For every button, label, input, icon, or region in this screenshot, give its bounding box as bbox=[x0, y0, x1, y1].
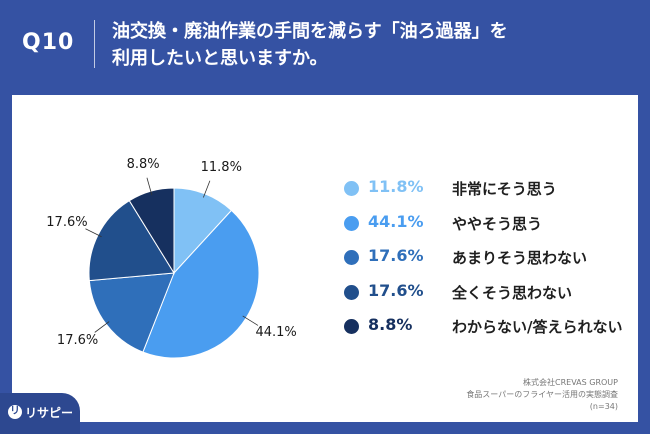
chart-card: 11.8% 44.1% 17.6% 17.6% 8.8% 11.8% 非常にそう思う 4… bbox=[12, 95, 638, 422]
source-credit: 株式会社CREVAS GROUP 食品スーパーのフライヤー活用の実態調査 (n=… bbox=[466, 377, 618, 413]
legend-percent: 17.6% bbox=[368, 280, 424, 300]
leader-line bbox=[85, 228, 102, 238]
legend-dot bbox=[344, 215, 359, 231]
legend-percent: 17.6% bbox=[368, 246, 424, 265]
legend-percent: 44.1% bbox=[368, 211, 424, 231]
leader-line bbox=[146, 177, 153, 196]
legend-label: ややそう思う bbox=[452, 214, 543, 233]
legend-item: 17.6% あまりそう思わない bbox=[344, 244, 644, 279]
leader-line bbox=[242, 315, 259, 326]
risapi-logo: リ リサピー bbox=[0, 393, 80, 434]
legend: 11.8% 非常にそう思う 44.1% ややそう思う 17.6% あまりそう思わ… bbox=[344, 175, 644, 348]
legend-item: 8.8% わからない/答えられない bbox=[344, 313, 644, 348]
legend-item: 44.1% ややそう思う bbox=[344, 210, 644, 245]
legend-dot bbox=[344, 250, 359, 265]
logo-icon: リ bbox=[8, 405, 22, 419]
pie-chart bbox=[85, 177, 260, 359]
legend-percent: 11.8% bbox=[368, 177, 424, 196]
legend-item: 11.8% 非常にそう思う bbox=[344, 175, 644, 210]
header: Q10 油交換・廃油作業の手間を減らす「油ろ過器」を 利用したいと思いますか。 bbox=[0, 0, 650, 84]
logo-text: リサピー bbox=[25, 406, 74, 420]
slice-percent-label: 44.1% bbox=[255, 325, 297, 341]
question-number: Q10 bbox=[22, 30, 75, 55]
legend-dot bbox=[344, 181, 359, 196]
question-text: 油交換・廃油作業の手間を減らす「油ろ過器」を 利用したいと思いますか。 bbox=[112, 18, 632, 72]
leader-line bbox=[202, 180, 211, 198]
leader-line bbox=[94, 321, 110, 333]
legend-item: 17.6% 全くそう思わない bbox=[344, 279, 644, 314]
credit-survey: 食品スーパーのフライヤー活用の実態調査 bbox=[466, 390, 618, 399]
question-line-2: 利用したいと思いますか。 bbox=[112, 48, 328, 69]
legend-label: あまりそう思わない bbox=[452, 249, 588, 267]
header-divider bbox=[94, 20, 95, 68]
legend-dot bbox=[344, 319, 359, 334]
credit-sample-size: (n=34) bbox=[589, 402, 618, 411]
question-line-1: 油交換・廃油作業の手間を減らす「油ろ過器」を bbox=[112, 21, 508, 42]
slice-percent-label: 17.6% bbox=[46, 214, 88, 230]
slice-percent-label: 11.8% bbox=[200, 160, 242, 176]
legend-percent: 8.8% bbox=[368, 315, 413, 334]
slice-percent-label: 8.8% bbox=[126, 156, 160, 172]
legend-dot bbox=[344, 284, 359, 300]
legend-label: 全くそう思わない bbox=[452, 283, 573, 302]
legend-label: 非常にそう思う bbox=[452, 180, 557, 198]
credit-company: 株式会社CREVAS GROUP bbox=[523, 378, 618, 387]
slice-percent-label: 17.6% bbox=[56, 333, 99, 349]
legend-label: わからない/答えられない bbox=[452, 318, 623, 336]
